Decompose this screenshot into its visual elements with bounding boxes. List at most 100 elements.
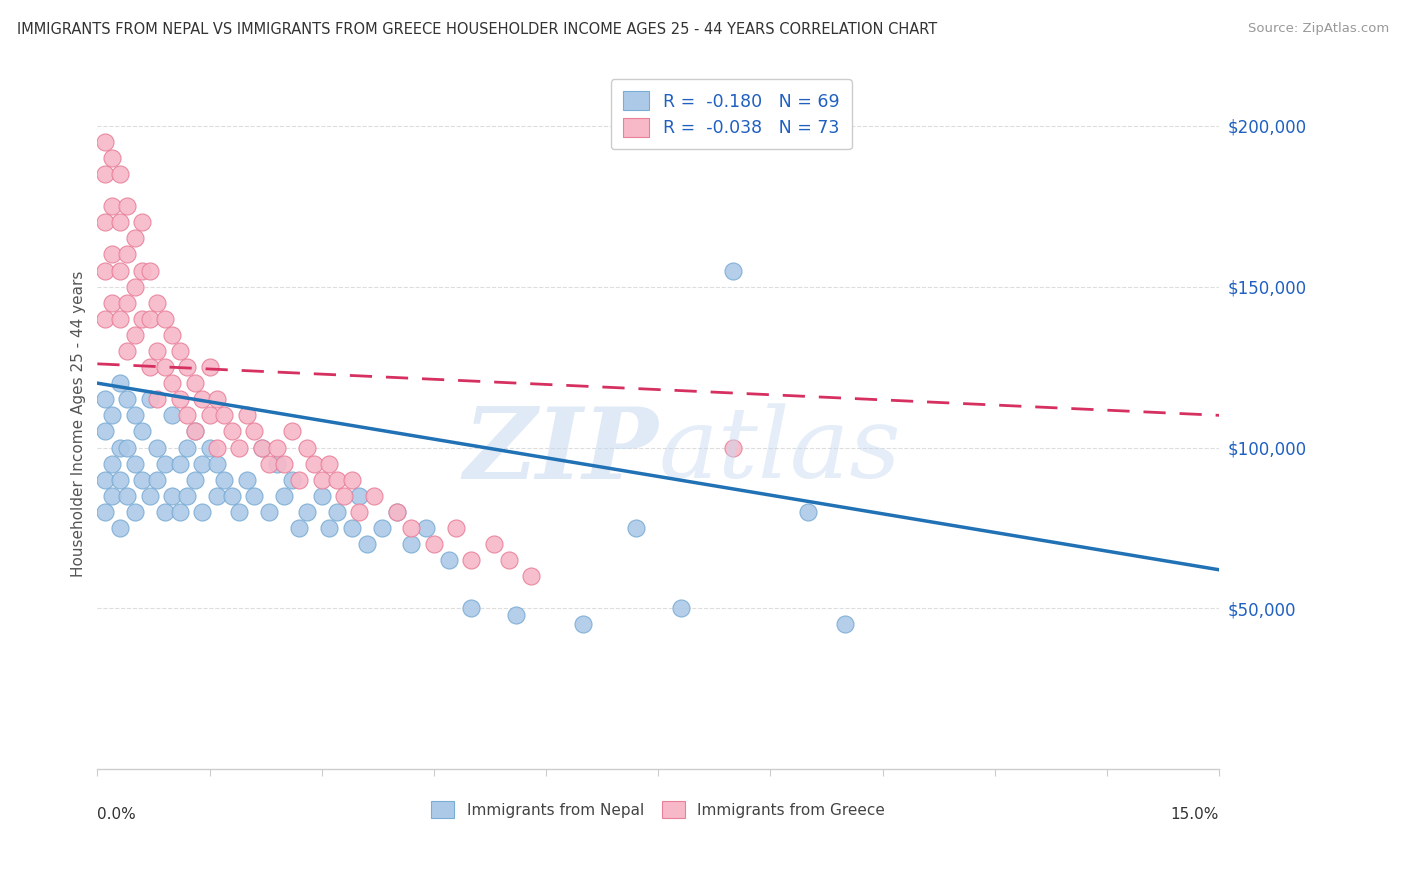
Point <box>169 343 191 358</box>
Point <box>183 376 205 391</box>
Point <box>460 553 482 567</box>
Point <box>160 376 183 391</box>
Point <box>146 473 169 487</box>
Point <box>228 441 250 455</box>
Point <box>191 392 214 407</box>
Point <box>138 392 160 407</box>
Point <box>146 392 169 407</box>
Point <box>146 441 169 455</box>
Text: atlas: atlas <box>658 403 901 499</box>
Point <box>94 263 117 277</box>
Point <box>146 343 169 358</box>
Point <box>108 311 131 326</box>
Point <box>205 441 228 455</box>
Point <box>302 457 325 471</box>
Point <box>153 457 176 471</box>
Point <box>183 425 205 439</box>
Point <box>340 521 363 535</box>
Point <box>325 473 347 487</box>
Point <box>333 489 356 503</box>
Point <box>205 457 228 471</box>
Point <box>243 489 266 503</box>
Point <box>124 409 146 423</box>
Point <box>437 553 460 567</box>
Point <box>131 425 153 439</box>
Point <box>117 199 139 213</box>
Point <box>250 441 273 455</box>
Point <box>385 505 408 519</box>
Point <box>221 489 243 503</box>
Point <box>520 569 543 583</box>
Point <box>94 392 117 407</box>
Point <box>325 505 347 519</box>
Point <box>131 263 153 277</box>
Point <box>94 311 117 326</box>
Point <box>198 409 221 423</box>
Point <box>101 295 124 310</box>
Point <box>117 489 139 503</box>
Point <box>236 409 259 423</box>
Point <box>108 441 131 455</box>
Point <box>266 457 288 471</box>
Point <box>138 263 160 277</box>
Point <box>176 359 198 374</box>
Point <box>721 263 744 277</box>
Point <box>160 409 183 423</box>
Point <box>183 425 205 439</box>
Point <box>288 521 311 535</box>
Point <box>169 505 191 519</box>
Point <box>797 505 820 519</box>
Point <box>124 279 146 293</box>
Point <box>311 489 333 503</box>
Point <box>259 505 281 519</box>
Point <box>108 167 131 181</box>
Point <box>401 537 423 551</box>
Point <box>117 392 139 407</box>
Point <box>228 505 250 519</box>
Point <box>250 441 273 455</box>
Text: Source: ZipAtlas.com: Source: ZipAtlas.com <box>1249 22 1389 36</box>
Point <box>295 505 318 519</box>
Point <box>146 295 169 310</box>
Point <box>669 601 692 615</box>
Point <box>295 441 318 455</box>
Point <box>94 473 117 487</box>
Point <box>117 247 139 261</box>
Legend: Immigrants from Nepal, Immigrants from Greece: Immigrants from Nepal, Immigrants from G… <box>425 795 891 824</box>
Point <box>101 199 124 213</box>
Point <box>385 505 408 519</box>
Point <box>117 343 139 358</box>
Point <box>176 441 198 455</box>
Point <box>131 473 153 487</box>
Point <box>281 425 304 439</box>
Point <box>153 359 176 374</box>
Point <box>101 151 124 165</box>
Point <box>236 473 259 487</box>
Point <box>169 457 191 471</box>
Point <box>108 263 131 277</box>
Point <box>101 457 124 471</box>
Point <box>318 457 340 471</box>
Point <box>318 521 340 535</box>
Point <box>138 359 160 374</box>
Point <box>721 441 744 455</box>
Point <box>281 473 304 487</box>
Point <box>266 441 288 455</box>
Point <box>572 617 595 632</box>
Point <box>505 607 527 622</box>
Point <box>138 489 160 503</box>
Point <box>124 327 146 342</box>
Point <box>191 457 214 471</box>
Point <box>94 505 117 519</box>
Point <box>117 441 139 455</box>
Point <box>198 359 221 374</box>
Point <box>108 521 131 535</box>
Point <box>94 135 117 149</box>
Point <box>363 489 385 503</box>
Point <box>94 167 117 181</box>
Point <box>191 505 214 519</box>
Point <box>101 489 124 503</box>
Point <box>347 505 370 519</box>
Point <box>94 425 117 439</box>
Point <box>176 489 198 503</box>
